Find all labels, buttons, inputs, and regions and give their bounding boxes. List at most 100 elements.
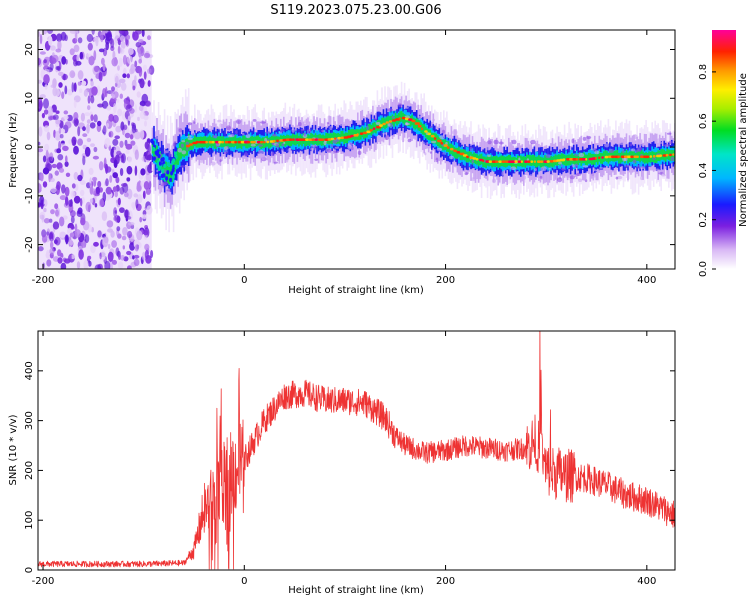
colorbar-tick-label: 0.6	[698, 113, 709, 129]
noise-speckle	[134, 165, 138, 176]
noise-speckle	[134, 244, 139, 252]
noise-speckle	[105, 163, 109, 174]
ridge-core	[598, 156, 601, 160]
noise-speckle	[93, 50, 97, 61]
ridge-band-green	[349, 129, 352, 141]
ridge-speckle	[158, 179, 163, 185]
ridge-core	[659, 154, 663, 157]
ridge-core	[253, 140, 256, 144]
ridge-speckle	[640, 176, 644, 181]
ridge-band-green	[289, 135, 291, 147]
noise-speckle	[128, 221, 135, 226]
noise-speckle	[117, 108, 123, 117]
ridge-core	[672, 153, 675, 156]
noise-speckle	[50, 177, 55, 183]
noise-speckle	[121, 235, 127, 241]
ridge-band-green	[646, 153, 649, 164]
noise-speckle	[38, 100, 44, 109]
noise-speckle	[83, 259, 89, 269]
noise-speckle	[95, 186, 101, 195]
ridge-speckle	[287, 148, 292, 153]
noise-speckle	[74, 119, 79, 125]
noise-speckle	[135, 41, 142, 48]
noise-speckle	[114, 82, 118, 88]
ridge-band-green	[600, 152, 602, 164]
noise-speckle	[56, 61, 60, 67]
noise-speckle	[84, 234, 90, 244]
noise-speckle	[73, 82, 77, 92]
noise-speckle	[38, 148, 44, 153]
ridge-band-green	[532, 154, 534, 166]
ridge-band-green	[168, 166, 170, 185]
ridge-core	[308, 138, 313, 141]
ridge-band-green	[224, 138, 226, 150]
ridge-speckle	[561, 167, 566, 171]
snr-y-tick-label: 200	[24, 461, 35, 480]
ridge-band-green	[207, 136, 210, 148]
ridge-band-green	[405, 115, 407, 126]
snr-x-tick-label: 0	[241, 576, 247, 587]
noise-speckle	[98, 48, 105, 53]
ridge-band-green	[489, 155, 492, 166]
spectrogram-x-tick-label: 0	[241, 275, 247, 286]
ridge-band-green	[565, 155, 567, 166]
noise-speckle	[56, 181, 61, 191]
ridge-band-green	[403, 114, 406, 125]
noise-speckle	[97, 103, 104, 108]
ridge-core	[446, 146, 450, 149]
noise-speckle	[41, 234, 48, 243]
noise-speckle	[147, 154, 153, 161]
noise-speckle	[143, 181, 150, 190]
noise-speckle	[119, 207, 125, 214]
ridge-band-green	[183, 140, 185, 158]
noise-speckle	[95, 38, 99, 47]
ridge-disturbance	[170, 171, 174, 176]
ridge-core	[640, 155, 644, 159]
noise-speckle	[75, 183, 79, 191]
noise-speckle	[118, 78, 126, 84]
ridge-speckle	[407, 100, 411, 104]
ridge-disturbance	[157, 153, 161, 159]
noise-speckle	[89, 198, 94, 204]
ridge-band-green	[603, 151, 605, 162]
noise-speckle	[43, 207, 47, 213]
noise-speckle	[52, 86, 58, 97]
noise-speckle	[150, 250, 154, 258]
ridge-disturbance	[166, 170, 170, 175]
noise-speckle	[102, 63, 106, 72]
noise-speckle	[147, 35, 151, 41]
ridge-speckle	[278, 131, 283, 134]
ridge-speckle	[514, 170, 517, 175]
ridge-speckle	[373, 117, 378, 121]
ridge-core	[301, 138, 307, 141]
ridge-core	[501, 160, 506, 163]
noise-speckle	[57, 257, 63, 264]
ridge-band-green	[529, 155, 531, 166]
ridge-speckle	[270, 151, 275, 156]
ridge-speckle	[649, 166, 653, 170]
noise-speckle	[130, 140, 136, 146]
ridge-core	[221, 140, 225, 144]
noise-speckle	[110, 148, 115, 158]
ridge-core	[314, 138, 318, 141]
ridge-band-green	[351, 129, 353, 140]
ridge-speckle	[391, 116, 395, 119]
ridge-speckle	[558, 161, 562, 165]
ridge-speckle	[357, 150, 362, 155]
noise-speckle	[144, 141, 149, 150]
ridge-core	[211, 140, 215, 144]
noise-speckle	[41, 112, 46, 119]
ridge-speckle	[273, 161, 278, 164]
noise-speckle	[147, 68, 152, 74]
noise-speckle	[54, 170, 59, 176]
noise-speckle	[101, 236, 109, 247]
snr-x-tick-label: 200	[436, 576, 455, 587]
noise-speckle	[48, 35, 53, 46]
ridge-disturbance	[161, 168, 165, 174]
ridge-band-green	[668, 149, 670, 161]
noise-speckle	[42, 155, 47, 163]
ridge-speckle	[639, 166, 646, 170]
ridge-speckle	[431, 140, 437, 144]
ridge-band-green	[597, 154, 599, 165]
noise-speckle	[69, 239, 74, 246]
